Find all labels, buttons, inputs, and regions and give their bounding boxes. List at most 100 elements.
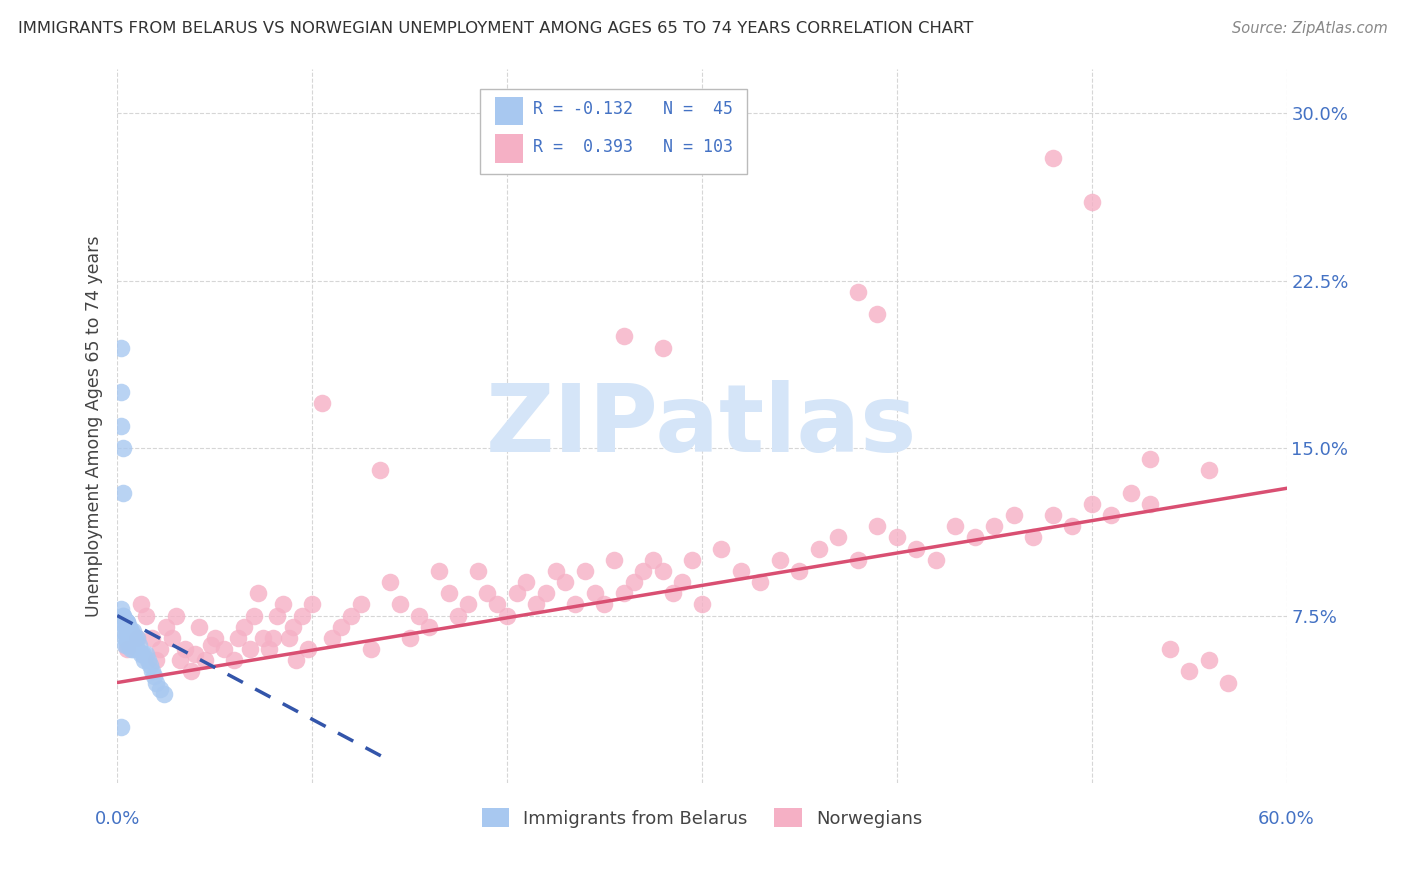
Point <box>749 575 772 590</box>
Point <box>121 631 143 645</box>
Point <box>447 608 470 623</box>
Point <box>506 586 529 600</box>
Text: 60.0%: 60.0% <box>1258 810 1315 828</box>
Point <box>124 631 146 645</box>
Point <box>149 642 172 657</box>
Point <box>583 586 606 600</box>
Point <box>593 598 616 612</box>
Point <box>690 598 713 612</box>
Point <box>124 638 146 652</box>
Point <box>846 553 869 567</box>
Point <box>1062 519 1084 533</box>
Point <box>120 631 142 645</box>
Point <box>115 624 138 639</box>
Point <box>1042 508 1064 522</box>
Point <box>534 586 557 600</box>
Point <box>214 642 236 657</box>
Point <box>1139 497 1161 511</box>
Point <box>114 638 136 652</box>
Point <box>651 564 673 578</box>
FancyBboxPatch shape <box>479 88 748 174</box>
Point <box>118 620 141 634</box>
Point <box>115 615 138 630</box>
Point <box>866 519 889 533</box>
Point <box>112 608 135 623</box>
Point <box>418 620 440 634</box>
Point <box>155 620 177 634</box>
Point <box>789 564 811 578</box>
Point <box>180 665 202 679</box>
Point <box>120 624 142 639</box>
Point <box>165 608 187 623</box>
Point <box>297 642 319 657</box>
Point <box>291 608 314 623</box>
Point <box>368 463 391 477</box>
Point <box>350 598 373 612</box>
Point <box>129 598 152 612</box>
Point <box>524 598 547 612</box>
Point <box>623 575 645 590</box>
Point <box>398 631 420 645</box>
Point <box>427 564 450 578</box>
Point <box>145 653 167 667</box>
Point <box>141 665 163 679</box>
Text: R =  0.393   N = 103: R = 0.393 N = 103 <box>533 137 734 155</box>
Point <box>408 608 430 623</box>
Point <box>1159 642 1181 657</box>
Text: ZIPatlas: ZIPatlas <box>486 380 918 472</box>
Point <box>925 553 948 567</box>
Point <box>110 385 132 400</box>
Point <box>252 631 274 645</box>
Text: R = -0.132   N =  45: R = -0.132 N = 45 <box>533 100 734 118</box>
Point <box>204 631 226 645</box>
Point <box>807 541 830 556</box>
Point <box>1198 653 1220 667</box>
Point <box>200 638 222 652</box>
Point <box>232 620 254 634</box>
Point <box>846 285 869 299</box>
Point <box>110 602 132 616</box>
Point <box>169 653 191 667</box>
Point <box>224 653 246 667</box>
Point <box>378 575 401 590</box>
Point <box>257 642 280 657</box>
Point <box>129 647 152 661</box>
Point <box>1099 508 1122 522</box>
Point <box>963 530 986 544</box>
Point <box>194 653 217 667</box>
Point <box>1080 195 1102 210</box>
Text: IMMIGRANTS FROM BELARUS VS NORWEGIAN UNEMPLOYMENT AMONG AGES 65 TO 74 YEARS CORR: IMMIGRANTS FROM BELARUS VS NORWEGIAN UNE… <box>18 21 973 36</box>
Point <box>457 598 479 612</box>
Point <box>1139 452 1161 467</box>
Point <box>277 631 299 645</box>
Point <box>145 675 167 690</box>
Point <box>730 564 752 578</box>
Point <box>1119 485 1142 500</box>
Point <box>114 615 136 630</box>
Point <box>574 564 596 578</box>
Point <box>226 631 249 645</box>
Point <box>115 631 138 645</box>
Point <box>112 441 135 455</box>
Point <box>515 575 537 590</box>
Point <box>1042 151 1064 165</box>
Point <box>135 608 157 623</box>
Point <box>135 647 157 661</box>
FancyBboxPatch shape <box>495 96 523 125</box>
Point <box>239 642 262 657</box>
Point <box>285 653 308 667</box>
Point <box>139 657 162 672</box>
Point <box>153 687 176 701</box>
Point <box>681 553 703 567</box>
Point <box>112 608 135 623</box>
Point <box>1216 675 1239 690</box>
Point <box>115 638 138 652</box>
Point <box>769 553 792 567</box>
Point <box>564 598 586 612</box>
Point <box>827 530 849 544</box>
Point <box>603 553 626 567</box>
Point <box>120 642 142 657</box>
Point <box>143 669 166 683</box>
Point <box>671 575 693 590</box>
Text: 0.0%: 0.0% <box>94 810 139 828</box>
